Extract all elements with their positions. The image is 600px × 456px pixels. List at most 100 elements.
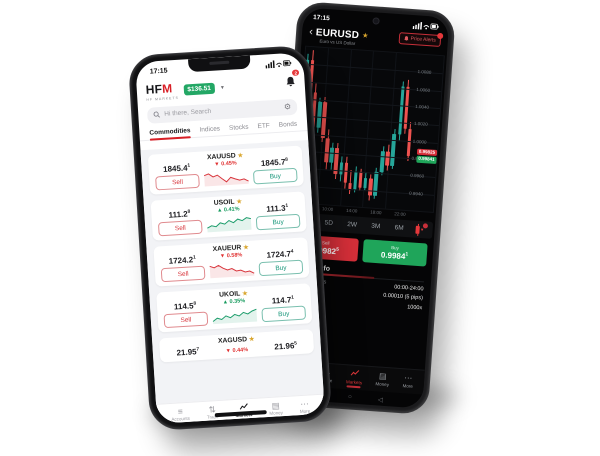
price-alerts-button[interactable]: Price Alerts (398, 32, 444, 48)
bid-price: 111.28 (168, 209, 191, 220)
bell-icon (403, 36, 409, 42)
alert-badge (436, 32, 444, 40)
sell-button[interactable]: Sell (160, 265, 206, 283)
nav-markets[interactable]: Markets (346, 368, 363, 388)
x-axis-label: 18:00 (370, 209, 382, 216)
y-axis-label: 0.9940 (408, 190, 424, 197)
nav-money[interactable]: ▤ Money (269, 399, 284, 416)
status-time: 17:15 (312, 14, 330, 23)
bottom-nav: ≡Accounts ⇅Trade Markets ▤Money ⋯More (155, 393, 325, 424)
y-axis-label: 1.0080 (417, 69, 432, 76)
tab-commodities[interactable]: Commodities (149, 127, 191, 139)
status-bar: 17:15 (135, 52, 304, 78)
status-bar: 17:15 (303, 7, 450, 32)
bid-price: 21.957 (176, 347, 200, 358)
candle-body (358, 171, 363, 188)
favorite-star-icon[interactable]: ★ (248, 336, 255, 344)
buy-button[interactable]: Buy (255, 213, 301, 231)
ask-price-tag: 0.99841 (416, 156, 437, 164)
watchlist-card-ukoil[interactable]: UKOIL ★ 114.58 Sell ▲ 0.35% 114.71 Buy (156, 283, 313, 333)
favorite-star-icon[interactable]: ★ (242, 291, 248, 298)
bid-price-tag: 0.99825 (416, 148, 438, 157)
status-icons (265, 59, 292, 69)
watchlist-card-xagusd[interactable]: XAGUSD ★ 21.957 ▼ 0.44% 21.965 (159, 329, 315, 363)
timeframe-5d[interactable]: 5D (324, 219, 334, 227)
more-icon: ⋯ (300, 398, 310, 409)
change-percent: ▼ 0.44% (225, 347, 249, 355)
ask-price: 1845.78 (260, 157, 289, 168)
watchlist-card-xaueur[interactable]: XAUEUR ★ 1724.21 Sell ▼ 0.58% 1724.74 Bu (153, 237, 310, 287)
ask-price: 21.965 (274, 341, 298, 352)
tab-bonds[interactable]: Bonds (278, 120, 298, 129)
sell-button[interactable]: Sell (155, 173, 200, 191)
light-screen: 17:15 HFM HF MARKETS $136.51 ▾ (135, 52, 325, 424)
gear-icon[interactable]: ⚙ (283, 101, 292, 111)
change-percent: ▲ 0.35% (222, 298, 246, 306)
tab-indices[interactable]: Indices (199, 124, 221, 134)
sell-button[interactable]: Sell (157, 219, 203, 237)
favorite-star-icon[interactable]: ★ (236, 199, 243, 206)
favorite-star-icon[interactable]: ★ (243, 244, 249, 252)
nav-more[interactable]: ⋯ More (402, 373, 413, 389)
buy-button[interactable]: Buy (252, 167, 298, 185)
change-percent: ▼ 0.58% (219, 252, 243, 260)
search-bar[interactable]: ⚙ (146, 98, 298, 124)
buy-button[interactable]: Buy (258, 259, 304, 277)
x-axis-label: 22:00 (394, 211, 406, 217)
speaker (209, 60, 230, 65)
chart-type-button[interactable]: ▾ (415, 222, 428, 234)
back-icon[interactable]: ‹ (308, 25, 314, 38)
trade-icon: ⇅ (208, 403, 217, 415)
nav-money[interactable]: ▤ Money (375, 371, 390, 388)
search-icon (153, 111, 161, 118)
candle-body (329, 147, 334, 164)
buy-button[interactable]: Buy (261, 305, 307, 323)
favorite-star-icon[interactable]: ★ (361, 32, 369, 40)
timeframe-3m[interactable]: 3M (371, 222, 381, 231)
status-time: 17:15 (149, 67, 168, 76)
sparkline-chart (203, 173, 249, 187)
tab-etf[interactable]: ETF (257, 121, 270, 130)
y-axis-label: 1.0060 (416, 86, 431, 93)
y-axis-label: 0.9960 (410, 173, 425, 180)
nav-accounts[interactable]: ≡Accounts (171, 405, 191, 422)
sell-button[interactable]: Sell (163, 311, 209, 329)
timeframe-6m[interactable]: 6M (394, 224, 404, 232)
notifications-button[interactable]: 2 (285, 69, 300, 93)
timeframe-2w[interactable]: 2W (347, 220, 358, 229)
notification-badge: 2 (292, 69, 300, 77)
accounts-icon: ≡ (177, 405, 183, 417)
watchlist-card-usoil[interactable]: USOIL ★ 111.28 Sell ▲ 0.41% 111.31 Buy (150, 191, 307, 241)
android-back-button[interactable]: ◁ (377, 396, 384, 404)
account-balance-badge[interactable]: $136.51 (183, 82, 216, 96)
instrument-header: ‹ EURUSD ★ Price Alerts (302, 22, 449, 49)
candle-body (373, 171, 379, 196)
bottom-nav: ≡Accounts ⇅Trade Markets ▤Money ⋯More (277, 359, 425, 395)
markets-icon (239, 402, 249, 412)
candle-body (343, 162, 349, 184)
bid-price: 1724.21 (168, 255, 196, 266)
tab-stocks[interactable]: Stocks (228, 123, 249, 132)
candle-wick (348, 169, 352, 194)
x-axis-label: 10:00 (321, 206, 334, 212)
sparkline-chart (212, 308, 258, 325)
favorite-star-icon[interactable]: ★ (237, 153, 244, 160)
y-axis-label: 1.0020 (413, 121, 428, 128)
change-percent: ▼ 0.45% (214, 160, 237, 168)
nav-markets[interactable]: Markets (235, 401, 253, 418)
search-input[interactable] (164, 103, 281, 118)
candle-body (406, 128, 412, 157)
bell-icon (286, 77, 295, 87)
hfm-logo: HFM HF MARKETS (145, 81, 180, 102)
watchlist-card-xauusd[interactable]: XAUUSD ★ 1845.41 Sell ▼ 0.45% 1845.78 Bu (147, 145, 304, 195)
candle-body (363, 177, 368, 189)
buy-button[interactable]: Buy 0.99841 (361, 239, 428, 267)
chevron-down-icon[interactable]: ▾ (220, 84, 225, 92)
status-icons (412, 21, 439, 31)
change-percent: ▲ 0.41% (216, 206, 240, 214)
android-home-button[interactable]: ○ (347, 393, 353, 401)
phone-dark-device: 17:15 ‹ EURUSD ★ Price Alerts (270, 0, 456, 416)
nav-more[interactable]: ⋯ More (299, 398, 311, 415)
bid-price: 114.58 (173, 301, 197, 312)
